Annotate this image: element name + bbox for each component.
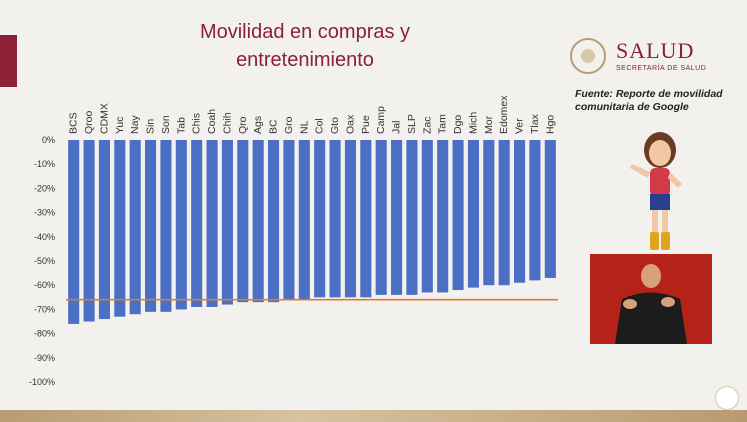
- bar-jal: [391, 140, 403, 295]
- bottom-decorative-band: [0, 410, 747, 422]
- category-label: NL: [298, 120, 310, 134]
- logo-name: SALUD: [616, 38, 695, 63]
- mobility-bar-chart: 0% -10% -20% -30% -40% -50% -60% -70% -80% -90% -1…: [20, 70, 565, 400]
- bar-tlax: [529, 140, 541, 281]
- y-tick-label: -20%: [34, 183, 55, 193]
- bar-bcs: [68, 140, 80, 324]
- category-label: BCS: [68, 112, 80, 134]
- bar-gto: [329, 140, 341, 298]
- bar-tam: [437, 140, 449, 293]
- bar-zac: [421, 140, 433, 293]
- bar-chis: [191, 140, 203, 307]
- source-note: Fuente: Reporte de movilidad comunitaria…: [575, 88, 723, 113]
- bar-gro: [283, 140, 295, 300]
- category-label: Ver: [514, 118, 526, 134]
- bar-slp: [406, 140, 418, 295]
- bar-pue: [360, 140, 372, 298]
- y-tick-label: -60%: [34, 280, 55, 290]
- category-label: SLP: [406, 114, 418, 134]
- mascot-icon: [630, 132, 682, 250]
- logo-subtitle: SECRETARÍA DE SALUD: [616, 65, 707, 72]
- category-label: Hgo: [544, 115, 556, 134]
- category-label: Zac: [421, 116, 433, 134]
- bar-hgo: [544, 140, 556, 278]
- y-tick-label: -30%: [34, 208, 55, 218]
- category-label: Mor: [483, 115, 495, 134]
- mascot-illustration: [620, 128, 700, 253]
- y-tick-label: -70%: [34, 304, 55, 314]
- bar-mich: [467, 140, 479, 288]
- sign-language-interpreter: [590, 254, 712, 344]
- y-tick-label: -90%: [34, 353, 55, 363]
- seal-icon: [570, 38, 606, 74]
- interpreter-icon: [590, 254, 712, 344]
- category-label: Pue: [360, 115, 372, 134]
- bar-sin: [145, 140, 157, 312]
- category-label: Oax: [344, 114, 356, 134]
- bar-son: [160, 140, 172, 312]
- category-label: Tab: [175, 117, 187, 134]
- bar-camp: [375, 140, 387, 295]
- bar-ags: [252, 140, 264, 303]
- bar-bc: [268, 140, 280, 303]
- bar-qroo: [83, 140, 95, 322]
- bar-cdmx: [98, 140, 110, 320]
- category-label: Qro: [237, 116, 249, 134]
- category-label: Chis: [191, 113, 203, 134]
- y-tick-label: 0%: [42, 135, 55, 145]
- bar-coah: [206, 140, 218, 307]
- category-label: Tam: [437, 114, 449, 134]
- bar-col: [314, 140, 326, 298]
- category-label: Chih: [221, 112, 233, 134]
- bar-edomex: [498, 140, 510, 286]
- category-label: Coah: [206, 109, 218, 134]
- category-label: Nay: [129, 115, 141, 134]
- category-label: Mich: [467, 112, 479, 134]
- category-label: Gto: [329, 117, 341, 134]
- category-label: Gro: [283, 116, 295, 134]
- category-label: Dgo: [452, 115, 464, 134]
- category-label: Tlax: [529, 113, 541, 134]
- chart-svg: 0% -10% -20% -30% -40% -50% -60% -70% -80% -90% -1…: [29, 95, 558, 387]
- category-label: CDMX: [98, 103, 110, 134]
- slide-title: Movilidad en compras y entretenimiento: [160, 18, 450, 74]
- y-tick-label: -80%: [34, 329, 55, 339]
- category-label: Jal: [391, 121, 403, 134]
- category-label: BC: [268, 119, 280, 134]
- y-tick-label: -40%: [34, 232, 55, 242]
- title-line-2: entretenimiento: [236, 49, 374, 71]
- bar-chih: [221, 140, 233, 305]
- bar-tab: [175, 140, 187, 310]
- accent-band: [0, 35, 17, 87]
- bar-yuc: [114, 140, 126, 317]
- title-line-1: Movilidad en compras y: [199, 21, 411, 43]
- category-label: Camp: [375, 106, 387, 134]
- corner-logo-icon: [715, 386, 739, 410]
- bar-ver: [514, 140, 526, 283]
- category-label: Yuc: [114, 116, 126, 134]
- y-tick-label: -50%: [34, 256, 55, 266]
- salud-logo: SALUD SECRETARÍA DE SALUD: [570, 38, 720, 78]
- category-label: Col: [314, 118, 326, 134]
- y-tick-label: -100%: [29, 377, 55, 387]
- bar-qro: [237, 140, 249, 303]
- category-label: Ags: [252, 116, 264, 134]
- bar-mor: [483, 140, 495, 286]
- category-label: Qroo: [83, 110, 95, 134]
- category-label: Edomex: [498, 95, 510, 134]
- bar-dgo: [452, 140, 464, 291]
- bar-nl: [298, 140, 310, 300]
- category-label: Sin: [145, 119, 157, 134]
- category-label: Son: [160, 115, 172, 134]
- bar-oax: [344, 140, 356, 298]
- bar-nay: [129, 140, 141, 315]
- y-tick-label: -10%: [34, 159, 55, 169]
